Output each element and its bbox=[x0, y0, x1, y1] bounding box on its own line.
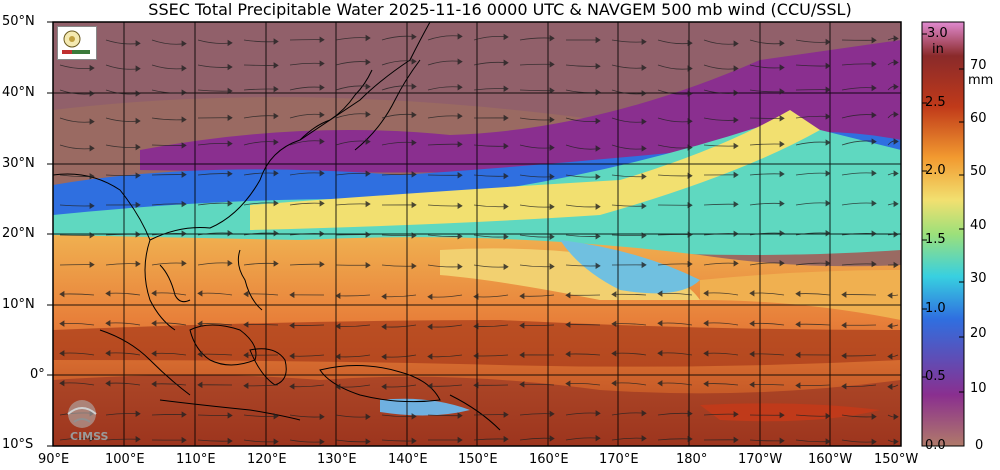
cb-in-1.0: 1.0 bbox=[925, 301, 946, 316]
lon-label-170e: 170°E bbox=[599, 452, 639, 467]
cb-mm-30: 30 bbox=[970, 271, 987, 286]
cb-mm-20: 20 bbox=[970, 326, 987, 341]
cimss-logo bbox=[60, 392, 124, 442]
lon-label-100e: 100°E bbox=[105, 452, 145, 467]
lon-label-160w: 160°W bbox=[808, 452, 853, 467]
wind-streamlines bbox=[59, 33, 899, 446]
lat-label-20n: 20°N bbox=[2, 226, 35, 241]
lon-label-150e: 150°E bbox=[458, 452, 498, 467]
lat-label-50n: 50°N bbox=[2, 14, 35, 29]
lat-label-eq: 0° bbox=[30, 367, 45, 382]
lat-label-40n: 40°N bbox=[2, 85, 35, 100]
map-title: SSEC Total Precipitable Water 2025-11-16… bbox=[148, 0, 852, 19]
cb-mm-50: 50 bbox=[970, 164, 987, 179]
cb-mm-40: 40 bbox=[970, 218, 987, 233]
cb-in-3.0: 3.0 bbox=[927, 26, 948, 41]
lon-label-120e: 120°E bbox=[247, 452, 287, 467]
ssec-logo bbox=[57, 26, 97, 60]
cb-in-2.5: 2.5 bbox=[925, 95, 946, 110]
lon-label-170w: 170°W bbox=[738, 452, 783, 467]
cimss-logo-text: CIMSS bbox=[70, 430, 109, 443]
cb-mm-70: 70 bbox=[970, 58, 987, 73]
lon-label-160e: 160°E bbox=[529, 452, 569, 467]
lon-label-90e: 90°E bbox=[38, 452, 70, 467]
cb-mm-0: 0 bbox=[975, 438, 984, 453]
lon-label-110e: 110°E bbox=[176, 452, 216, 467]
lon-label-130e: 130°E bbox=[317, 452, 357, 467]
cb-in-unit: in bbox=[932, 42, 944, 57]
cb-in-2.0: 2.0 bbox=[925, 163, 946, 178]
cb-mm-60: 60 bbox=[970, 111, 987, 126]
lat-label-10s: 10°S bbox=[2, 437, 34, 452]
cb-in-0.0: 0.0 bbox=[925, 438, 946, 453]
cb-in-1.5: 1.5 bbox=[925, 232, 946, 247]
lat-label-10n: 10°N bbox=[2, 297, 35, 312]
cb-mm-unit: mm bbox=[968, 73, 994, 88]
cb-mm-10: 10 bbox=[970, 381, 987, 396]
colorbar bbox=[921, 21, 965, 447]
lat-label-30n: 30°N bbox=[2, 156, 35, 171]
lon-label-180: 180° bbox=[676, 452, 708, 467]
cb-in-0.5: 0.5 bbox=[925, 369, 946, 384]
lon-label-150w: 150°W bbox=[874, 452, 919, 467]
lon-label-140e: 140°E bbox=[388, 452, 428, 467]
